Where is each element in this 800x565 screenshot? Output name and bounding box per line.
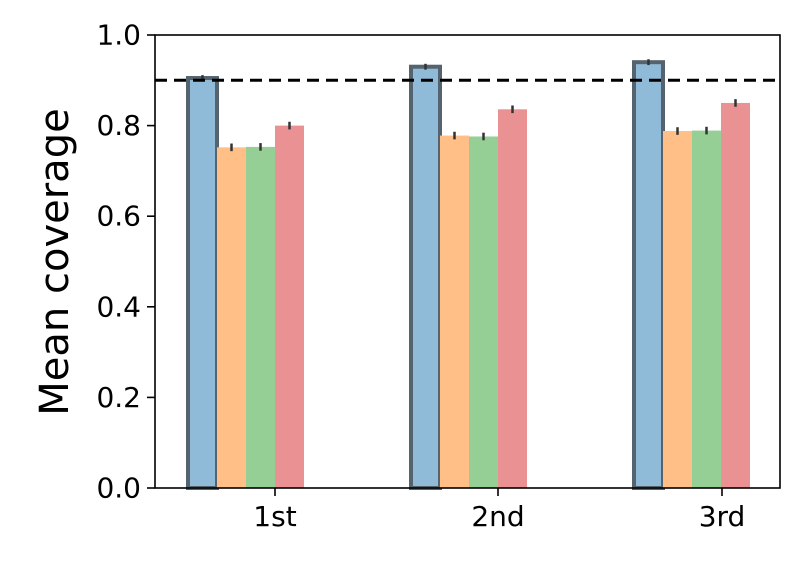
x-tick-label: 2nd <box>471 500 524 533</box>
bars-layer <box>186 60 750 491</box>
error-bars-layer <box>201 59 737 152</box>
y-tick-label: 1.0 <box>96 19 141 52</box>
y-tick-label: 0.8 <box>96 109 141 142</box>
bar-1st-series-1 <box>186 76 219 490</box>
y-tick-label: 0.2 <box>96 381 141 414</box>
bar-2nd-series-3 <box>469 136 498 489</box>
y-tick-label: 0.6 <box>96 200 141 233</box>
y-tick-label: 0.4 <box>96 290 141 323</box>
x-tick-label: 3rd <box>699 500 746 533</box>
bar-3rd-series-1 <box>632 60 665 491</box>
bar-1st-series-3 <box>246 146 275 489</box>
plot-frame <box>154 34 781 489</box>
x-tick-label: 1st <box>253 500 296 533</box>
bar-1st-series-2 <box>217 147 246 488</box>
x-axis: 1st 2nd 3rd <box>253 488 745 533</box>
bar-2nd-series-4 <box>498 109 527 489</box>
bar-3rd-series-3 <box>692 130 721 488</box>
y-tick-label: 0.0 <box>96 472 141 505</box>
bar-2nd-series-1 <box>409 64 442 491</box>
bar-3rd-series-4 <box>721 102 750 488</box>
bar-3rd-series-2 <box>663 131 692 488</box>
bar-1st-series-4 <box>275 125 304 488</box>
bar-2nd-series-2 <box>440 135 469 489</box>
y-axis: 0.0 0.2 0.4 0.6 0.8 1.0 <box>96 19 155 505</box>
y-axis-label: Mean coverage <box>32 108 78 415</box>
